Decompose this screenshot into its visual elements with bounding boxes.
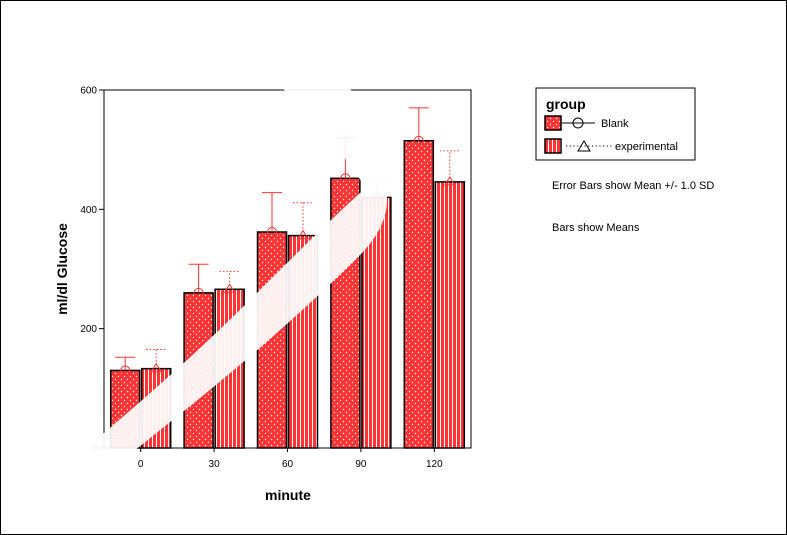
legend: group Blank experimental (535, 87, 696, 161)
note-bars-means: Bars show Means (552, 222, 640, 234)
y-tick-label: 400 (80, 205, 97, 216)
y-tick-label: 600 (80, 86, 97, 97)
x-tick-label: 90 (355, 459, 367, 470)
legend-label-experimental: experimental (615, 141, 678, 153)
bar-blank (109, 369, 141, 449)
mean-marker-triangle (443, 175, 456, 186)
y-axis: 0 200 400 600 (80, 86, 104, 455)
legend-swatch-experimental (544, 138, 562, 154)
bar-experimental (214, 288, 245, 449)
x-tick-label: 120 (426, 459, 443, 470)
legend-box (535, 87, 696, 161)
bar-blank (330, 177, 361, 449)
x-tick-label: 30 (209, 459, 221, 470)
x-tick-label: 60 (282, 459, 294, 470)
bar-experimental (140, 367, 172, 449)
legend-marker-circle-icon (572, 117, 584, 129)
bar-experimental (361, 196, 392, 449)
legend-swatch-blank (544, 115, 562, 131)
y-tick-label: 200 (80, 324, 97, 335)
x-axis: 0 30 60 90 120 (138, 448, 443, 470)
legend-label-blank: Blank (601, 118, 629, 130)
y-axis-title: ml/dl Glucose (54, 223, 70, 315)
y-tick-label: 0 (91, 444, 97, 455)
legend-title: group (546, 96, 586, 112)
bar-blank (403, 139, 435, 449)
bar-experimental (287, 234, 319, 449)
bar-experimental (434, 181, 466, 449)
x-tick-label: 0 (138, 459, 144, 470)
x-axis-title: minute (265, 487, 311, 503)
note-error-bars: Error Bars show Mean +/- 1.0 SD (552, 180, 714, 192)
bar-blank (256, 231, 288, 449)
bar-blank (183, 292, 214, 449)
mean-marker-circle (413, 135, 424, 146)
legend-marker-triangle-icon (577, 140, 591, 152)
